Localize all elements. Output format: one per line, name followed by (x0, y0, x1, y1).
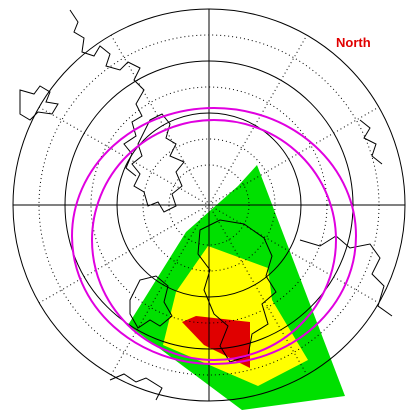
grid (12, 8, 406, 402)
map-body (12, 8, 406, 410)
contour-inner (91, 119, 337, 361)
red-region (182, 316, 250, 368)
contour-outer (71, 107, 357, 365)
coastlines (19, 9, 393, 401)
hemisphere-label: North (336, 35, 371, 50)
yellow-region (163, 246, 308, 386)
